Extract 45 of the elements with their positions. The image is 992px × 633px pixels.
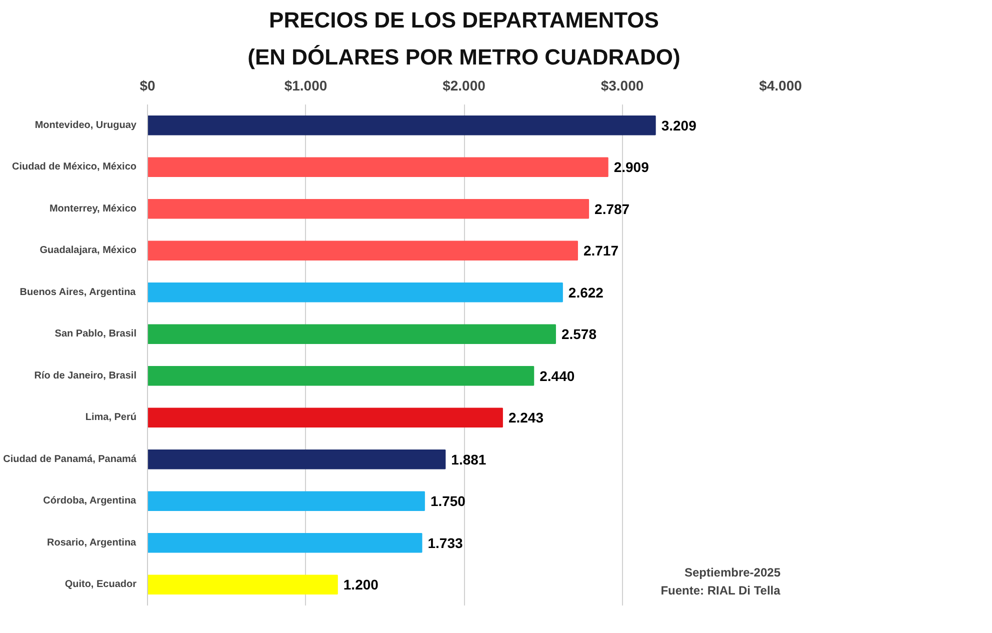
x-tick-label: $2.000 bbox=[442, 78, 486, 94]
y-tick-label: Monterrey, México bbox=[49, 203, 136, 214]
y-tick-label: Lima, Perú bbox=[85, 412, 137, 424]
bar bbox=[148, 282, 563, 302]
bar bbox=[148, 574, 338, 595]
data-label: 1.881 bbox=[451, 451, 486, 468]
y-tick-label: Rosario, Argentina bbox=[47, 537, 137, 548]
y-tick-label: Guadalajara, México bbox=[40, 245, 137, 256]
chart-subtitle: (EN DÓLARES POR METRO CUADRADO) bbox=[248, 44, 680, 70]
data-label: 1.750 bbox=[430, 493, 466, 510]
y-tick-label: Ciudad de Panamá, Panamá bbox=[3, 454, 137, 465]
bar bbox=[148, 449, 446, 470]
bar bbox=[148, 532, 422, 553]
y-tick-label: Río de Janeiro, Brasil bbox=[34, 370, 137, 382]
x-tick-label: $0 bbox=[140, 78, 156, 94]
data-label: 2.440 bbox=[540, 368, 575, 384]
chart-title: PRECIOS DE LOS DEPARTAMENTOS bbox=[269, 8, 659, 32]
y-tick-label: Córdoba, Argentina bbox=[43, 496, 137, 507]
data-label: 2.909 bbox=[614, 159, 650, 176]
data-label: 1.200 bbox=[343, 576, 379, 593]
bar bbox=[148, 240, 578, 261]
data-label: 2.622 bbox=[568, 284, 604, 300]
y-tick-label: Buenos Aires, Argentina bbox=[20, 286, 136, 298]
x-tick-label: $1.000 bbox=[284, 78, 328, 94]
data-label: 2.243 bbox=[508, 410, 544, 426]
data-label: 3.209 bbox=[661, 117, 697, 134]
annotation: Fuente: RIAL Di Tella bbox=[660, 584, 781, 598]
y-tick-label: Montevideo, Uruguay bbox=[34, 120, 137, 131]
y-tick-label: Ciudad de México, México bbox=[12, 162, 137, 173]
bar bbox=[148, 198, 590, 219]
data-label: 2.578 bbox=[561, 326, 597, 342]
data-label: 2.717 bbox=[583, 242, 619, 259]
data-label: 1.733 bbox=[428, 534, 463, 551]
bar bbox=[148, 157, 608, 178]
bar bbox=[148, 115, 656, 136]
bar bbox=[148, 324, 556, 344]
bar bbox=[148, 408, 503, 428]
y-tick-label: San Pablo, Brasil bbox=[54, 328, 137, 340]
x-tick-label: $3.000 bbox=[600, 78, 644, 94]
x-tick-label: $4.000 bbox=[759, 78, 802, 94]
y-tick-label: Quito, Ecuador bbox=[64, 579, 137, 590]
annotation: Septiembre-2025 bbox=[684, 566, 781, 580]
bar bbox=[148, 366, 534, 386]
bar bbox=[148, 491, 425, 512]
data-label: 2.787 bbox=[594, 200, 630, 217]
